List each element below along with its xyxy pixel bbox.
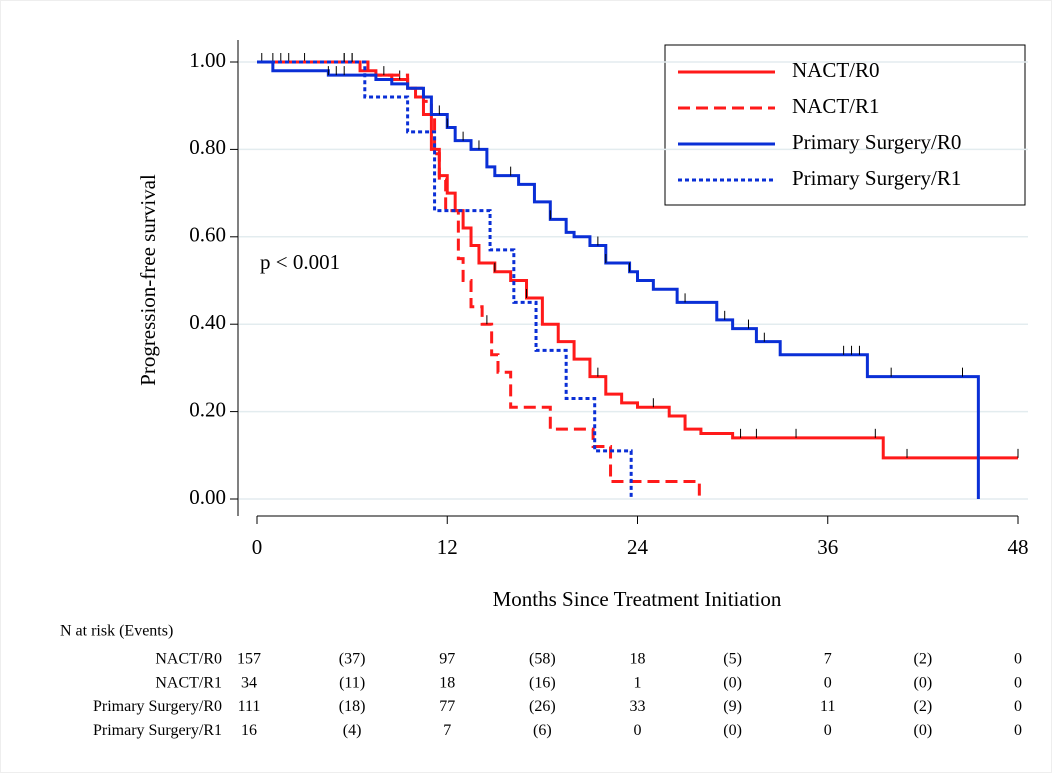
legend-label: Primary Surgery/R1 xyxy=(792,166,961,190)
y-tick-label: 0.20 xyxy=(189,397,226,421)
annotation: p < 0.001 xyxy=(260,250,340,274)
x-tick-label: 24 xyxy=(627,535,649,559)
risk-cell: (6) xyxy=(533,722,552,739)
risk-cell: (16) xyxy=(529,674,556,691)
risk-cell: (0) xyxy=(723,674,742,691)
y-tick-label: 0.80 xyxy=(189,135,226,159)
risk-cell: 97 xyxy=(439,651,455,668)
risk-cell: 1 xyxy=(634,674,642,691)
survival-curve xyxy=(257,60,980,499)
risk-cell: (37) xyxy=(339,651,366,668)
y-axis-title: Progression-free survival xyxy=(136,174,160,386)
risk-cell: (2) xyxy=(914,651,933,668)
risk-cell: 0 xyxy=(1014,698,1022,715)
risk-cell: 11 xyxy=(820,698,835,715)
risk-cell: 0 xyxy=(1014,674,1022,691)
risk-cell: 157 xyxy=(237,651,261,668)
risk-cell: (0) xyxy=(914,722,933,739)
risk-row-label: Primary Surgery/R0 xyxy=(93,698,222,715)
risk-row-label: NACT/R0 xyxy=(155,651,222,668)
risk-table-title: N at risk (Events) xyxy=(60,623,173,640)
risk-cell: (4) xyxy=(343,722,362,739)
risk-cell: 16 xyxy=(241,722,257,739)
risk-cell: (18) xyxy=(339,698,366,715)
risk-cell: (5) xyxy=(723,651,742,668)
risk-cell: 0 xyxy=(634,722,642,739)
risk-cell: 77 xyxy=(439,698,455,715)
risk-cell: (2) xyxy=(914,698,933,715)
risk-cell: (58) xyxy=(529,651,556,668)
risk-cell: 7 xyxy=(824,651,832,668)
survival-curve xyxy=(257,60,1018,460)
risk-cell: (0) xyxy=(914,674,933,691)
legend-label: Primary Surgery/R0 xyxy=(792,130,961,154)
x-axis-title: Months Since Treatment Initiation xyxy=(493,587,782,611)
risk-cell: 0 xyxy=(1014,651,1022,668)
x-tick-label: 36 xyxy=(817,535,838,559)
survival-curve xyxy=(257,60,701,499)
risk-cell: (11) xyxy=(339,674,365,691)
risk-cell: (26) xyxy=(529,698,556,715)
risk-cell: 111 xyxy=(238,698,261,715)
risk-cell: (0) xyxy=(723,722,742,739)
y-tick-label: 1.00 xyxy=(189,48,226,72)
y-tick-label: 0.00 xyxy=(189,485,226,509)
risk-cell: 7 xyxy=(443,722,451,739)
risk-row-label: Primary Surgery/R1 xyxy=(93,722,222,739)
legend-label: NACT/R0 xyxy=(792,58,880,82)
risk-cell: 0 xyxy=(1014,722,1022,739)
risk-cell: (9) xyxy=(723,698,742,715)
risk-cell: 18 xyxy=(439,674,455,691)
legend-label: NACT/R1 xyxy=(792,94,880,118)
x-tick-label: 0 xyxy=(252,535,263,559)
risk-cell: 18 xyxy=(630,651,646,668)
risk-cell: 34 xyxy=(241,674,257,691)
survival-curve xyxy=(257,60,633,499)
y-tick-label: 0.40 xyxy=(189,310,226,334)
risk-cell: 0 xyxy=(824,674,832,691)
risk-row-label: NACT/R1 xyxy=(155,674,222,691)
x-tick-label: 12 xyxy=(437,535,458,559)
risk-cell: 33 xyxy=(630,698,646,715)
y-tick-label: 0.60 xyxy=(189,223,226,247)
risk-cell: 0 xyxy=(824,722,832,739)
x-tick-label: 48 xyxy=(1008,535,1029,559)
